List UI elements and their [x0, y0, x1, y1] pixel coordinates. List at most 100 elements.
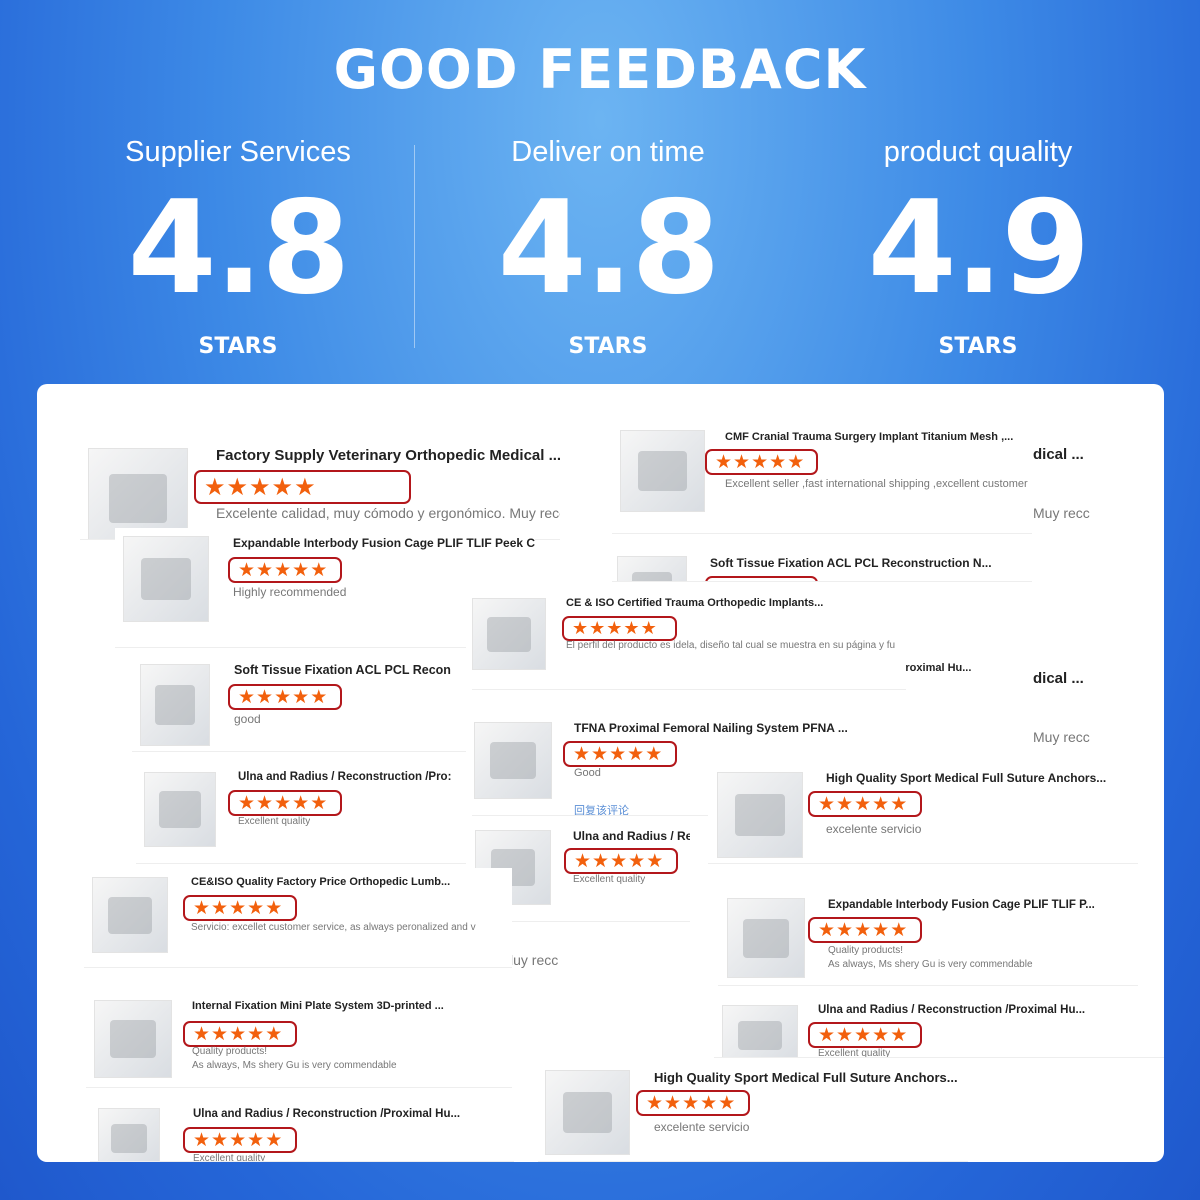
product-title[interactable]: Soft Tissue Fixation ACL PCL Recon [234, 663, 451, 677]
star-icon: ★ [211, 897, 230, 919]
star-icon: ★ [718, 1092, 737, 1114]
product-thumbnail[interactable] [472, 598, 546, 670]
review-comment: As always, Ms shery Gu is very commendab… [192, 1060, 397, 1071]
product-thumbnail[interactable] [144, 772, 216, 847]
star-icon: ★ [292, 686, 311, 708]
star-rating: ★★★★★ [228, 557, 342, 583]
product-thumbnail[interactable] [474, 722, 552, 799]
star-rating: ★★★★★ [636, 1090, 750, 1116]
review-fragment-text: Muy recc [1033, 505, 1090, 521]
star-icon: ★ [589, 618, 607, 638]
star-icon: ★ [664, 1092, 683, 1114]
star-icon: ★ [265, 1129, 284, 1151]
star-icon: ★ [573, 743, 592, 765]
star-rating: ★★★★★ [228, 684, 342, 710]
product-thumbnail[interactable] [123, 536, 209, 622]
product-title[interactable]: Expandable Interbody Fusion Cage PLIF TL… [828, 899, 1095, 911]
star-icon: ★ [292, 792, 311, 814]
product-thumbnail[interactable] [722, 1005, 798, 1057]
star-icon: ★ [700, 1092, 719, 1114]
star-icon: ★ [628, 850, 647, 872]
product-title[interactable]: High Quality Sport Medical Full Suture A… [826, 771, 1107, 785]
star-icon: ★ [229, 1023, 248, 1045]
star-icon: ★ [609, 743, 628, 765]
review-comment: Excelente calidad, muy cómodo y ergonómi… [216, 505, 560, 521]
review-card: High Quality Sport Medical Full Suture A… [708, 764, 1138, 864]
review-comment: Excellent quality [573, 874, 646, 885]
reply-link[interactable]: 回复该评论 [574, 805, 629, 816]
product-thumbnail[interactable] [94, 1000, 172, 1078]
star-icon: ★ [193, 1129, 212, 1151]
review-comment: Highly recommended [233, 585, 347, 599]
star-rating: ★★★★★ [564, 848, 678, 874]
product-title[interactable]: Ulna and Radius / Reconstruction /Pro: [238, 771, 452, 783]
star-icon: ★ [247, 1023, 266, 1045]
star-icon: ★ [249, 473, 272, 501]
review-fragment-text: luy recc [510, 952, 559, 968]
review-card: CE&ISO Quality Factory Price Orthopedic … [84, 868, 512, 968]
review-comment: Quality products! [192, 1046, 268, 1057]
product-title[interactable]: TFNA Proximal Femoral Nailing System PFN… [574, 721, 848, 735]
product-thumbnail[interactable] [620, 430, 705, 512]
product-title[interactable]: Ulna and Radius / Reconstruction /Proxim… [193, 1108, 461, 1120]
product-title[interactable]: CE&ISO Quality Factory Price Orthopedic … [191, 876, 451, 888]
product-title[interactable]: High Quality Sport Medical Full Suture A… [654, 1070, 958, 1085]
star-icon: ★ [606, 618, 624, 638]
product-title[interactable]: CMF Cranial Trauma Surgery Implant Titan… [725, 431, 1014, 443]
star-icon: ★ [854, 793, 873, 815]
product-thumbnail[interactable] [617, 556, 687, 581]
star-icon: ★ [751, 578, 769, 582]
star-icon: ★ [836, 919, 855, 941]
product-thumbnail[interactable] [545, 1070, 630, 1155]
review-card: Ulna and Radius / Reconstruction /Proxim… [90, 1100, 514, 1162]
star-icon: ★ [682, 1092, 701, 1114]
star-icon: ★ [872, 793, 891, 815]
review-fragment-text: dical ... [1033, 670, 1084, 687]
star-icon: ★ [238, 792, 257, 814]
product-thumbnail[interactable] [727, 898, 805, 978]
star-icon: ★ [211, 1023, 230, 1045]
star-icon: ★ [204, 473, 227, 501]
review-comment: As always, Ms shery Gu is very commendab… [828, 959, 1033, 970]
product-thumbnail[interactable] [98, 1108, 160, 1161]
review-fragment-text: /Proximal Hu... [895, 662, 972, 674]
star-icon: ★ [265, 897, 284, 919]
review-comment: El perfil del producto es idela, diseño … [566, 640, 896, 651]
star-rating: ★★★★★ [183, 895, 297, 921]
review-comment: excelente servicio [826, 822, 922, 836]
product-thumbnail[interactable] [92, 877, 168, 953]
stat-unit: STARS [568, 334, 648, 359]
star-icon: ★ [211, 1129, 230, 1151]
product-title[interactable]: Expandable Interbody Fusion Cage PLIF TL… [233, 536, 535, 550]
product-thumbnail[interactable] [717, 772, 803, 858]
star-icon: ★ [623, 618, 641, 638]
star-rating: ★★★★★ [808, 1022, 922, 1048]
review-card: Internal Fixation Mini Plate System 3D-p… [86, 992, 512, 1088]
review-card: Expandable Interbody Fusion Cage PLIF TL… [115, 528, 535, 648]
star-rating: ★★★★★ [183, 1021, 297, 1047]
star-icon: ★ [627, 743, 646, 765]
product-title[interactable]: Internal Fixation Mini Plate System 3D-p… [192, 1000, 444, 1012]
star-icon: ★ [310, 686, 329, 708]
product-title[interactable]: Ulna and Radius / Rec [573, 829, 690, 843]
review-comment: good [234, 712, 261, 726]
star-icon: ★ [854, 919, 873, 941]
product-thumbnail[interactable] [140, 664, 210, 746]
review-fragment-text: dical ... [1033, 446, 1084, 463]
star-rating: ★★★★★ [705, 449, 818, 475]
product-title[interactable]: Soft Tissue Fixation ACL PCL Reconstruct… [710, 556, 992, 570]
review-comment: Excellent seller ,fast international shi… [725, 478, 1028, 490]
review-card: Soft Tissue Fixation ACL PCL Reconstruct… [612, 548, 1032, 582]
star-icon: ★ [640, 618, 658, 638]
star-icon: ★ [836, 1024, 855, 1046]
review-fragment-text: Muy recc [1033, 729, 1090, 745]
divider [414, 145, 415, 348]
star-icon: ★ [769, 451, 788, 473]
product-thumbnail[interactable] [88, 448, 188, 539]
star-icon: ★ [226, 473, 250, 501]
review-comment: Quality products! [828, 945, 904, 956]
product-title[interactable]: Ulna and Radius / Reconstruction /Proxim… [818, 1004, 1086, 1016]
product-title[interactable]: Factory Supply Veterinary Orthopedic Med… [216, 447, 560, 464]
product-title[interactable]: CE & ISO Certified Trauma Orthopedic Imp… [566, 597, 824, 609]
review-card: Ulna and Radius / Reconstruction /Proxim… [714, 998, 1164, 1058]
